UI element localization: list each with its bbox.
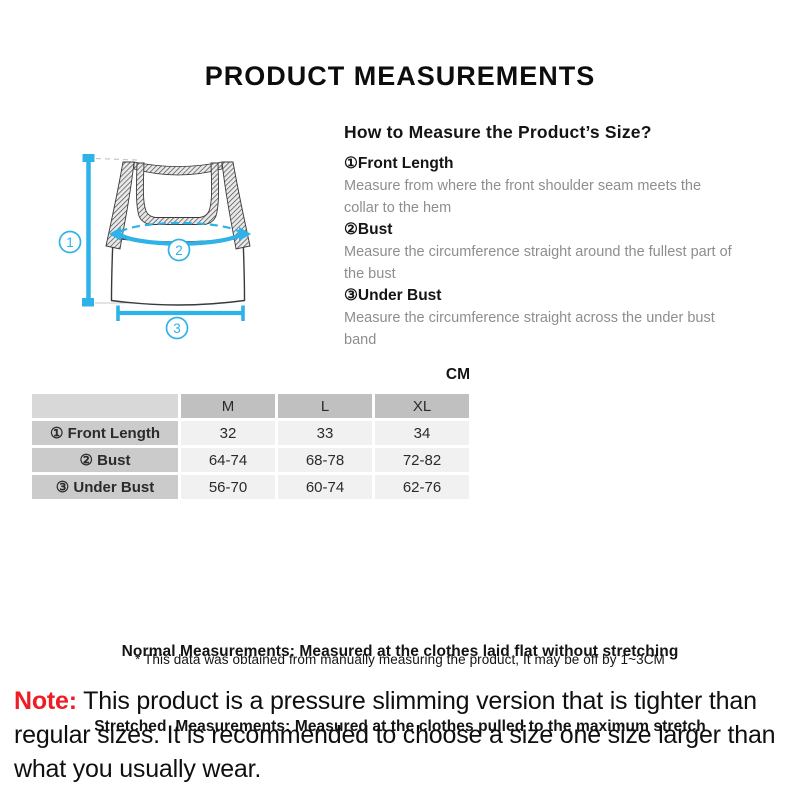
item-label-under-bust: Under Bust [357,287,442,304]
how-to-measure-section: How to Measure the Product’s Size? ①Fron… [344,120,776,351]
note-text: This product is a pressure slimming vers… [14,687,776,783]
item-label-bust: Bust [357,221,393,238]
guide-line-top [95,157,138,161]
marker-1-label: 1 [66,235,74,250]
tank-right-strap [221,161,251,250]
bust-xl: 72-82 [375,448,469,472]
item-desc-bust-line2: the bust [344,266,396,282]
table-row-under-bust: ③ Under Bust 56-70 60-74 62-76 [32,475,469,499]
how-to-measure-heading: How to Measure the Product’s Size? [344,122,652,142]
tank-back-collar [133,161,223,176]
normal-measurements-note: Normal Measurements: Measured at the clo… [121,643,679,660]
item-desc-bust-line1: Measure the circumference straight aroun… [344,244,732,260]
tank-left-strap [105,161,135,250]
item-desc-front-length-line1: Measure from where the front shoulder se… [344,178,702,194]
circled-3-glyph: ③ [344,287,358,304]
under-bust-m: 56-70 [181,475,275,499]
front-length-l: 33 [278,421,372,445]
page-title: PRODUCT MEASUREMENTS [204,61,596,91]
marker-2-label: 2 [175,243,183,258]
stretched-measurements-note: Stretched Measurements: Measured at the … [94,718,706,735]
manual-measure-disclaimer: * This data was obtained from manually m… [135,652,665,667]
front-length-cap-top [82,154,95,162]
tank-neckline-band [135,162,220,225]
marker-circle-3 [165,316,189,340]
header-blank-cell [32,394,178,418]
under-bust-measure: 3 [116,305,245,340]
circled-1-glyph: ① [344,155,358,172]
under-bust-l: 60-74 [278,475,372,499]
item-desc-under-bust-line2: band [344,332,377,348]
measurement-method-notes: Normal Measurements: Measured at the clo… [0,589,800,789]
table-row-front-length: ① Front Length 32 33 34 [32,421,469,445]
marker-3-label: 3 [173,321,181,336]
front-length-xl: 34 [375,421,469,445]
row-label-bust: ② Bust [32,448,178,472]
circled-2-glyph: ② [344,221,358,238]
tank-top-measurement-diagram: 1 2 3 [58,154,251,340]
marker-circle-2 [167,238,191,262]
row-label-under-bust: ③ Under Bust [32,475,178,499]
header-size-m: M [181,394,275,418]
row-label-front-length: ① Front Length [32,421,178,445]
front-length-m: 32 [181,421,275,445]
bust-measure: 2 [109,221,251,262]
item-label-front-length: Front Length [357,155,454,172]
size-table-header-row: M L XL [32,394,469,418]
item-desc-under-bust-line1: Measure the circumference straight acros… [344,310,715,326]
sizing-advice-note: Note: This product is a pressure slimmin… [14,684,794,786]
tank-top-illustration [105,161,251,306]
header-size-xl: XL [375,394,469,418]
bust-l: 68-78 [278,448,372,472]
item-title-under-bust: ③Under Bust [344,285,776,307]
item-title-bust: ②Bust [344,219,776,241]
unit-label-cm: CM [445,366,470,383]
front-length-cap-bottom [82,298,94,307]
under-bust-xl: 62-76 [375,475,469,499]
bust-arrow-left [109,227,121,241]
front-length-measure: 1 [58,154,95,307]
note-label: Note: [14,687,77,715]
item-title-front-length: ①Front Length [344,153,776,175]
table-row-bust: ② Bust 64-74 68-78 72-82 [32,448,469,472]
bust-m: 64-74 [181,448,275,472]
marker-circle-1 [58,230,82,254]
bust-ellipse-back-dashed [119,221,241,233]
item-desc-front-length-line2: collar to the hem [344,200,452,216]
size-table: M L XL ① Front Length 32 33 34 ② Bust 64… [29,391,472,502]
bust-arrow-right [239,227,251,241]
header-size-l: L [278,394,372,418]
